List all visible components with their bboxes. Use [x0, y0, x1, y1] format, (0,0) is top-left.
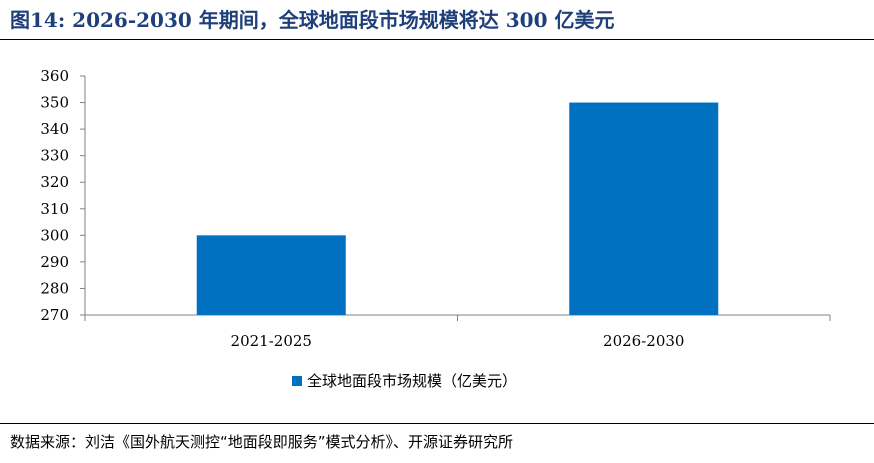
y-tick-label: 300 — [40, 226, 69, 244]
bar — [569, 102, 719, 315]
x-tick-label: 2021-2025 — [231, 332, 312, 350]
bar-chart: 270 280 290 300 310 320 330 340 350 360 2021-2025… — [40, 67, 831, 390]
x-axis: 2021-2025 2026-2030 — [84, 314, 831, 350]
legend-swatch — [292, 376, 302, 386]
y-tick-label: 280 — [40, 279, 69, 297]
x-tick-label: 2026-2030 — [603, 332, 684, 350]
y-tick-label: 320 — [40, 173, 69, 191]
legend-label: 全球地面段市场规模（亿美元） — [307, 372, 517, 390]
y-tick-label: 290 — [40, 253, 69, 271]
bars — [196, 102, 719, 315]
legend: 全球地面段市场规模（亿美元） — [292, 372, 517, 390]
source-note: 数据来源：刘洁《国外航天测控“地面段即服务”模式分析》、开源证券研究所 — [10, 433, 514, 451]
y-tick-label: 350 — [40, 94, 69, 112]
bar — [196, 235, 346, 315]
source-rule — [0, 423, 874, 424]
y-axis: 270 280 290 300 310 320 330 340 350 360 — [40, 67, 86, 324]
y-tick-label: 340 — [40, 120, 69, 138]
title-rule — [0, 39, 874, 40]
y-tick-label: 330 — [40, 147, 69, 165]
y-tick-label: 270 — [40, 306, 69, 324]
y-tick-label: 360 — [40, 67, 69, 85]
figure-title: 图14: 2026-2030 年期间，全球地面段市场规模将达 300 亿美元 — [10, 8, 615, 32]
y-tick-label: 310 — [40, 200, 69, 218]
